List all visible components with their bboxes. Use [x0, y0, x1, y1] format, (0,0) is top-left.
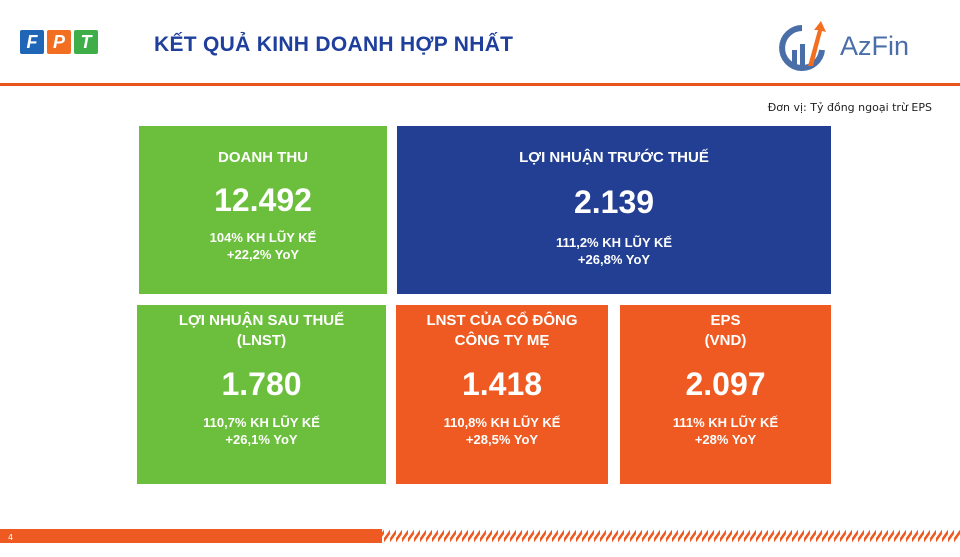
card-plan: 104% KH LŨY KẾ [139, 229, 387, 246]
fpt-logo-letter-f: F [20, 30, 44, 54]
azfin-chart-icon [776, 20, 834, 72]
card-plan: 111% KH LŨY KẾ [620, 414, 831, 431]
card-label-line2: (VND) [620, 331, 831, 351]
card-plan: 111,2% KH LŨY KẾ [397, 234, 831, 251]
card-label-line2: CÔNG TY MẸ [396, 331, 608, 351]
card-value: 12.492 [139, 182, 387, 218]
card-plan: 110,7% KH LŨY KẾ [137, 414, 386, 431]
card-yoy: +28,5% YoY [396, 431, 608, 448]
card-yoy: +28% YoY [620, 431, 831, 448]
azfin-logo: AzFin [776, 20, 909, 72]
fpt-logo-letter-p: P [47, 30, 71, 54]
azfin-wordmark: AzFin [840, 31, 909, 62]
fpt-logo: F P T [20, 30, 98, 54]
card-eps: EPS (VND) 2.097 111% KH LŨY KẾ +28% YoY [620, 305, 831, 484]
card-plan: 110,8% KH LŨY KẾ [396, 414, 608, 431]
card-revenue: DOANH THU 12.492 104% KH LŨY KẾ +22,2% Y… [139, 126, 387, 294]
card-label: LỢI NHUẬN TRƯỚC THUẾ [397, 148, 831, 168]
card-profit-after-tax: LỢI NHUẬN SAU THUẾ (LNST) 1.780 110,7% K… [137, 305, 386, 484]
fpt-logo-letter-t: T [74, 30, 98, 54]
card-label: EPS [620, 311, 831, 331]
card-profit-before-tax: LỢI NHUẬN TRƯỚC THUẾ 2.139 111,2% KH LŨY… [397, 126, 831, 294]
page-title: KẾT QUẢ KINH DOANH HỢP NHẤT [154, 33, 513, 57]
card-yoy: +26,1% YoY [137, 431, 386, 448]
card-yoy: +22,2% YoY [139, 246, 387, 263]
card-parent-shareholders-profit: LNST CỦA CỔ ĐÔNG CÔNG TY MẸ 1.418 110,8%… [396, 305, 608, 484]
card-label: LỢI NHUẬN SAU THUẾ [137, 311, 386, 331]
header-divider [0, 83, 960, 86]
page-number: 4 [8, 533, 13, 542]
unit-note: Đơn vị: Tỷ đồng ngoại trừ EPS [768, 101, 932, 114]
card-value: 2.139 [397, 184, 831, 220]
card-label: LNST CỦA CỔ ĐÔNG [396, 311, 608, 331]
footer-bar [0, 529, 960, 543]
card-label: DOANH THU [139, 148, 387, 168]
card-value: 2.097 [620, 366, 831, 402]
card-label-line2: (LNST) [137, 331, 386, 351]
card-value: 1.418 [396, 366, 608, 402]
card-yoy: +26,8% YoY [397, 251, 831, 268]
card-value: 1.780 [137, 366, 386, 402]
